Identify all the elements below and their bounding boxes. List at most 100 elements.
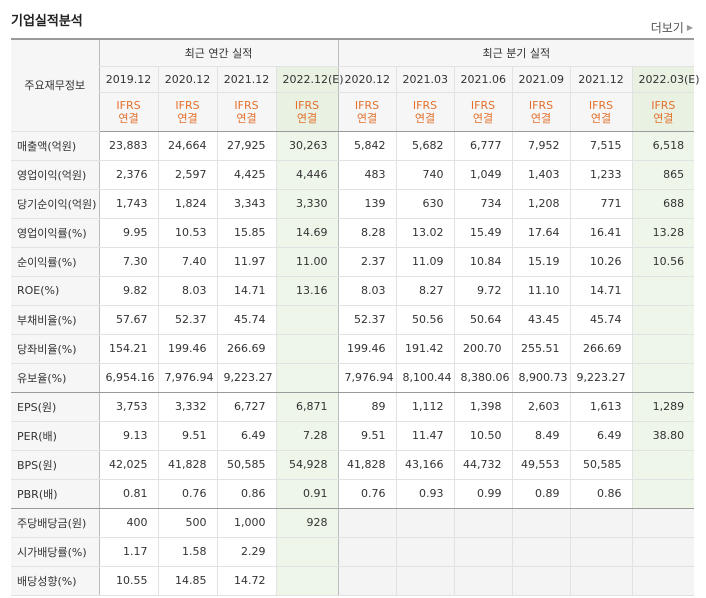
table-row: PBR(배) 0.81 0.76 0.86 0.91 0.76 0.93 0.99 0.89 0.… [11, 479, 695, 509]
annual-cell: 266.69 [216, 334, 276, 364]
quarter-date-header: 2021.12 [569, 66, 633, 93]
row-label: 영업이익(억원) [11, 160, 99, 190]
quarter-cell: 865 [631, 160, 695, 190]
row-header-label: 주요재무정보 [11, 39, 99, 132]
annual-cell: 10.53 [157, 218, 217, 248]
ifrs-bottom: 연결 [653, 111, 674, 125]
quarter-cell: 17.64 [511, 218, 571, 248]
row-label: 영업이익률(%) [11, 218, 99, 248]
annual-cell: 7.28 [275, 421, 339, 451]
row-label: 순이익률(%) [11, 247, 99, 277]
quarter-cell: 6,777 [453, 131, 513, 161]
quarter-cell: 38.80 [631, 421, 695, 451]
quarter-cell: 13.02 [395, 218, 455, 248]
quarter-cell: 8,380.06 [453, 363, 513, 393]
ifrs-label: IFRS 연결 [569, 92, 633, 132]
ifrs-top: IFRS [234, 98, 259, 112]
annual-cell: 11.97 [216, 247, 276, 277]
annual-cell: 3,343 [216, 189, 276, 219]
annual-cell: 0.76 [157, 479, 217, 509]
annual-cell: 7,976.94 [157, 363, 217, 393]
annual-cell: 45.74 [216, 305, 276, 335]
row-label: BPS(원) [11, 450, 99, 480]
annual-cell: 0.86 [216, 479, 276, 509]
annual-cell: 400 [98, 508, 158, 538]
quarter-cell: 1,112 [395, 392, 455, 422]
ifrs-bottom: 연결 [590, 111, 612, 125]
annual-cell: 50,585 [216, 450, 276, 480]
annual-cell [275, 537, 339, 567]
quarter-cell [511, 508, 571, 538]
row-label: PBR(배) [11, 479, 99, 509]
quarter-cell: 688 [631, 189, 695, 219]
annual-cell: 57.67 [98, 305, 158, 335]
annual-cell: 928 [275, 508, 339, 538]
quarter-cell [453, 508, 513, 538]
quarter-cell [569, 537, 633, 567]
annual-cell: 9,223.27 [216, 363, 276, 393]
quarter-cell: 771 [569, 189, 633, 219]
quarter-cell: 8.03 [337, 276, 397, 306]
quarter-cell: 7,952 [511, 131, 571, 161]
quarter-cell [569, 566, 633, 596]
quarter-cell [631, 508, 695, 538]
quarter-cell: 8.49 [511, 421, 571, 451]
quarter-cell: 0.86 [569, 479, 633, 509]
table-row: 시가배당률(%) 1.17 1.58 2.29 [11, 537, 695, 567]
annual-cell: 14.71 [216, 276, 276, 306]
quarter-cell: 6.49 [569, 421, 633, 451]
quarter-cell: 6,518 [631, 131, 695, 161]
quarter-cell: 5,682 [395, 131, 455, 161]
quarter-cell: 740 [395, 160, 455, 190]
table-row: 매출액(억원) 23,883 24,664 27,925 30,263 5,842 5,68… [11, 131, 695, 161]
annual-cell: 3,332 [157, 392, 217, 422]
annual-cell: 0.91 [275, 479, 339, 509]
annual-cell: 9.51 [157, 421, 217, 451]
quarter-date-header: 2021.06 [453, 66, 513, 93]
annual-cell: 2,376 [98, 160, 158, 190]
quarter-cell: 1,403 [511, 160, 571, 190]
quarter-cell: 44,732 [453, 450, 513, 480]
annual-cell [275, 363, 339, 393]
annual-cell: 4,425 [216, 160, 276, 190]
ifrs-label: IFRS 연결 [395, 92, 455, 132]
ifrs-top: IFRS [354, 98, 380, 112]
ifrs-bottom: 연결 [177, 111, 198, 125]
quarter-cell: 1,613 [569, 392, 633, 422]
quarter-cell [631, 566, 695, 596]
annual-cell: 14.85 [157, 566, 217, 596]
annual-cell: 3,330 [275, 189, 339, 219]
quarter-cell: 8,100.44 [395, 363, 455, 393]
more-link[interactable]: 더보기 ▶ [651, 19, 693, 36]
quarter-date-header: 2021.09 [511, 66, 571, 93]
row-label: 매출액(억원) [11, 131, 99, 161]
ifrs-top: IFRS [412, 98, 438, 112]
annual-cell: 8.03 [157, 276, 217, 306]
table-row: PER(배) 9.13 9.51 6.49 7.28 9.51 11.47 10.50 8.49… [11, 421, 695, 451]
quarter-cell: 41,828 [337, 450, 397, 480]
annual-cell: 10.55 [98, 566, 158, 596]
annual-cell: 6,727 [216, 392, 276, 422]
annual-cell: 52.37 [157, 305, 217, 335]
quarter-cell [453, 566, 513, 596]
quarter-cell: 2.37 [337, 247, 397, 277]
quarter-cell: 8.28 [337, 218, 397, 248]
quarter-cell [631, 479, 695, 509]
quarter-cell: 11.09 [395, 247, 455, 277]
annual-cell [275, 334, 339, 364]
quarter-cell: 43.45 [511, 305, 571, 335]
quarter-cell: 734 [453, 189, 513, 219]
annual-cell: 42,025 [98, 450, 158, 480]
quarter-cell: 9,223.27 [569, 363, 633, 393]
ifrs-top: IFRS [588, 98, 614, 112]
table-row: 순이익률(%) 7.30 7.40 11.97 11.00 2.37 11.09 10.84 1… [11, 247, 695, 277]
quarter-cell [631, 363, 695, 393]
annual-cell: 7.40 [157, 247, 217, 277]
annual-cell: 3,753 [98, 392, 158, 422]
quarter-cell: 50.64 [453, 305, 513, 335]
quarter-cell: 14.71 [569, 276, 633, 306]
ifrs-bottom: 연결 [296, 111, 318, 125]
annual-cell: 24,664 [157, 131, 217, 161]
annual-group-label: 최근 연간 실적 [98, 39, 339, 67]
quarter-cell [337, 566, 397, 596]
